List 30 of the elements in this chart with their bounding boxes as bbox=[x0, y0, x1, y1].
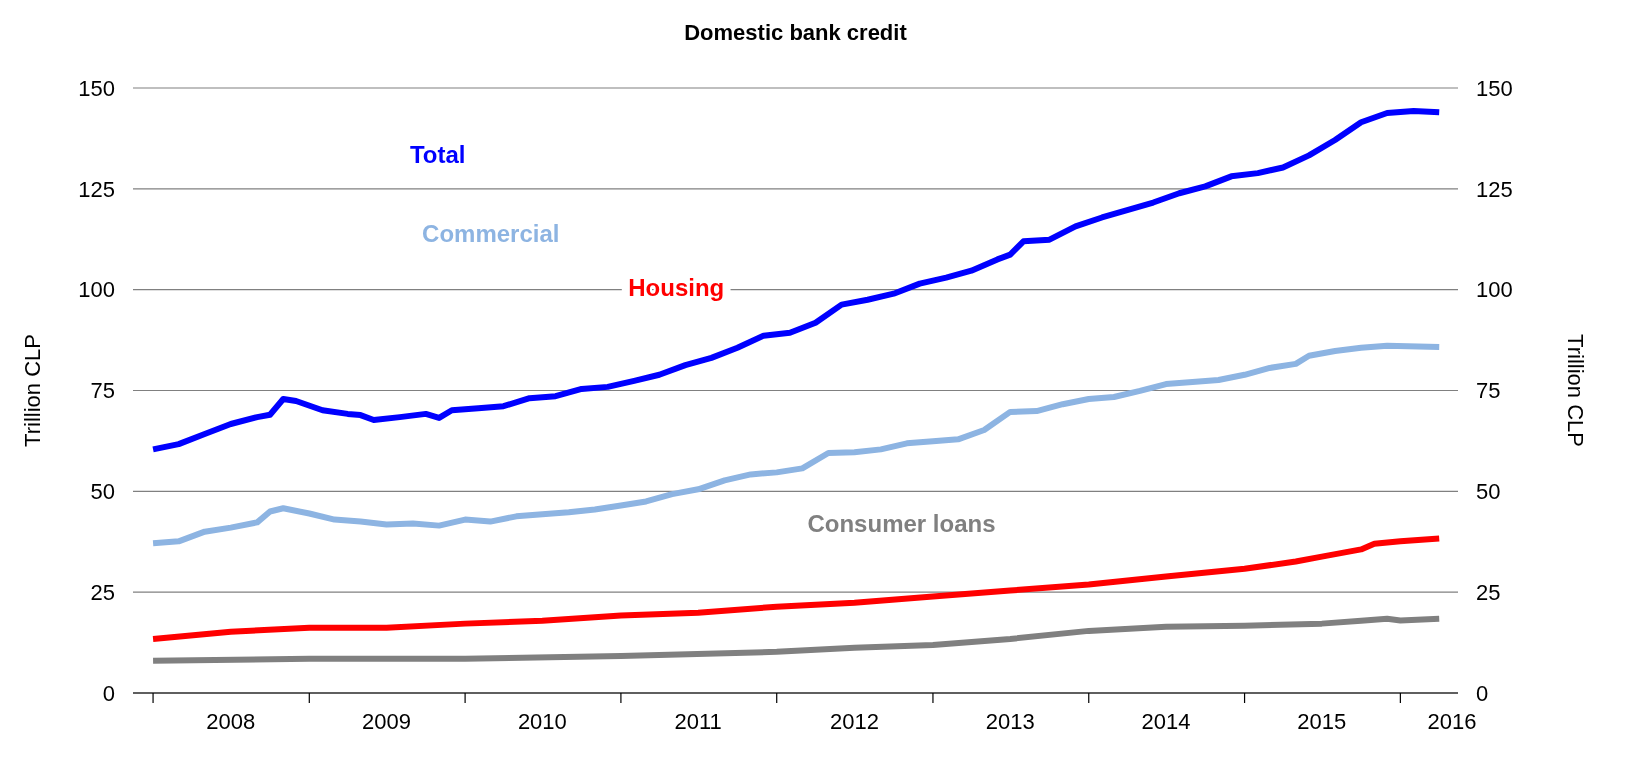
x-tick-label: 2016 bbox=[1427, 709, 1477, 734]
text: Housing bbox=[628, 274, 725, 302]
y-tick-label: 100 bbox=[78, 277, 115, 303]
x-tick-label: 2010 bbox=[517, 709, 567, 734]
y2-axis-title: Trillion CLP bbox=[1563, 334, 1588, 447]
x-tick-label: 2013 bbox=[985, 709, 1035, 734]
text: Total bbox=[409, 140, 466, 168]
y-tick-label: 150 bbox=[78, 75, 115, 101]
y-tick-label: 50 bbox=[90, 479, 115, 505]
y2-tick-label: 0 bbox=[1476, 680, 1489, 706]
chart-title: Domestic bank credit bbox=[684, 20, 908, 45]
y2-tick-label: 75 bbox=[1476, 378, 1501, 404]
x-tick-label: 2015 bbox=[1297, 709, 1347, 734]
x-tick-label: 2011 bbox=[674, 709, 722, 734]
x-tick-label: 2014 bbox=[1141, 709, 1191, 734]
x-tick-label: 2008 bbox=[206, 709, 256, 734]
text: Commercial bbox=[422, 219, 560, 247]
y-axis-title: Trillion CLP bbox=[20, 334, 45, 447]
y-tick-label: 25 bbox=[90, 579, 115, 605]
y2-tick-label: 25 bbox=[1476, 579, 1501, 605]
y2-tick-label: 100 bbox=[1476, 277, 1513, 303]
y-tick-label: 0 bbox=[102, 680, 115, 706]
y2-tick-label: 125 bbox=[1476, 176, 1513, 202]
y-tick-label: 75 bbox=[90, 378, 115, 404]
y2-tick-label: 50 bbox=[1476, 479, 1501, 505]
y-tick-label: 125 bbox=[78, 176, 115, 202]
x-tick-label: 2012 bbox=[829, 709, 879, 734]
y2-tick-label: 150 bbox=[1476, 75, 1513, 101]
x-tick-label: 2009 bbox=[362, 709, 412, 734]
text: Consumer loans bbox=[807, 510, 996, 537]
